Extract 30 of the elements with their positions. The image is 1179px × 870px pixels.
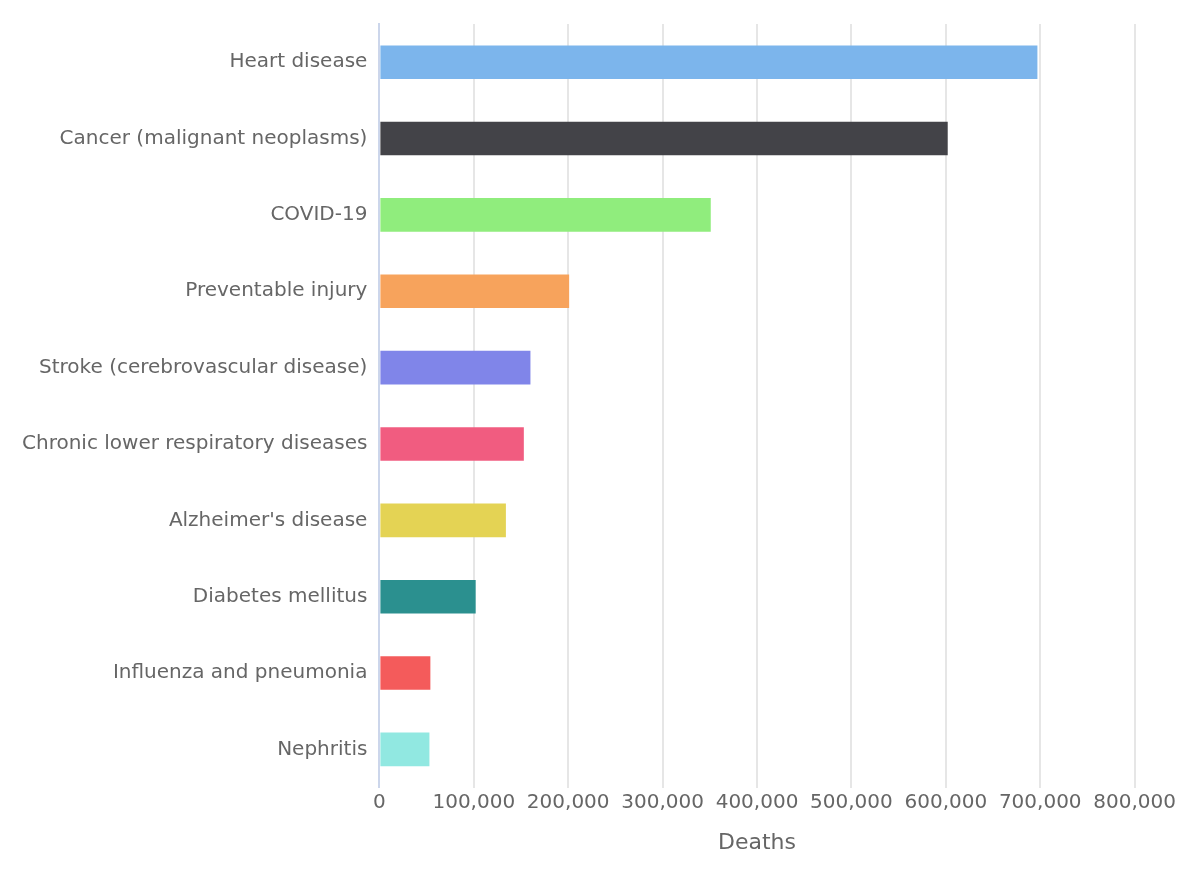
y-tick-label: Cancer (malignant neoplasms): [59, 124, 368, 149]
bar: [380, 732, 430, 767]
x-tick-label: 100,000: [432, 788, 516, 813]
y-tick-label: Influenza and pneumonia: [112, 659, 368, 684]
y-tick-label: Nephritis: [277, 735, 368, 760]
y-tick-label: Heart disease: [229, 48, 368, 73]
bar: [380, 427, 524, 461]
bar: [380, 274, 570, 309]
bar: [380, 198, 711, 232]
y-tick-label: Diabetes mellitus: [192, 582, 368, 607]
bar: [380, 350, 531, 385]
x-tick-label: 300,000: [621, 788, 704, 813]
bar: [380, 503, 506, 538]
x-axis-title: Deaths: [718, 828, 797, 854]
bar: [380, 45, 1038, 79]
x-tick-label: 700,000: [998, 788, 1082, 813]
x-tick-label: 0: [373, 788, 386, 813]
x-tick-label: 500,000: [810, 788, 893, 813]
bar: [380, 579, 476, 614]
x-tick-label: 200,000: [526, 788, 610, 813]
bar: [380, 121, 948, 156]
y-tick-label: Alzheimer's disease: [168, 506, 368, 531]
y-tick-label: Preventable injury: [185, 277, 368, 302]
y-tick-label: Chronic lower respiratory diseases: [22, 430, 368, 455]
y-tick-label: COVID-19: [270, 201, 368, 226]
x-tick-label: 600,000: [904, 788, 988, 813]
bar: [380, 656, 431, 690]
y-tick-label: Stroke (cerebrovascular disease): [39, 353, 368, 378]
x-tick-label: 800,000: [1093, 788, 1177, 813]
x-tick-label: 400,000: [715, 788, 799, 813]
